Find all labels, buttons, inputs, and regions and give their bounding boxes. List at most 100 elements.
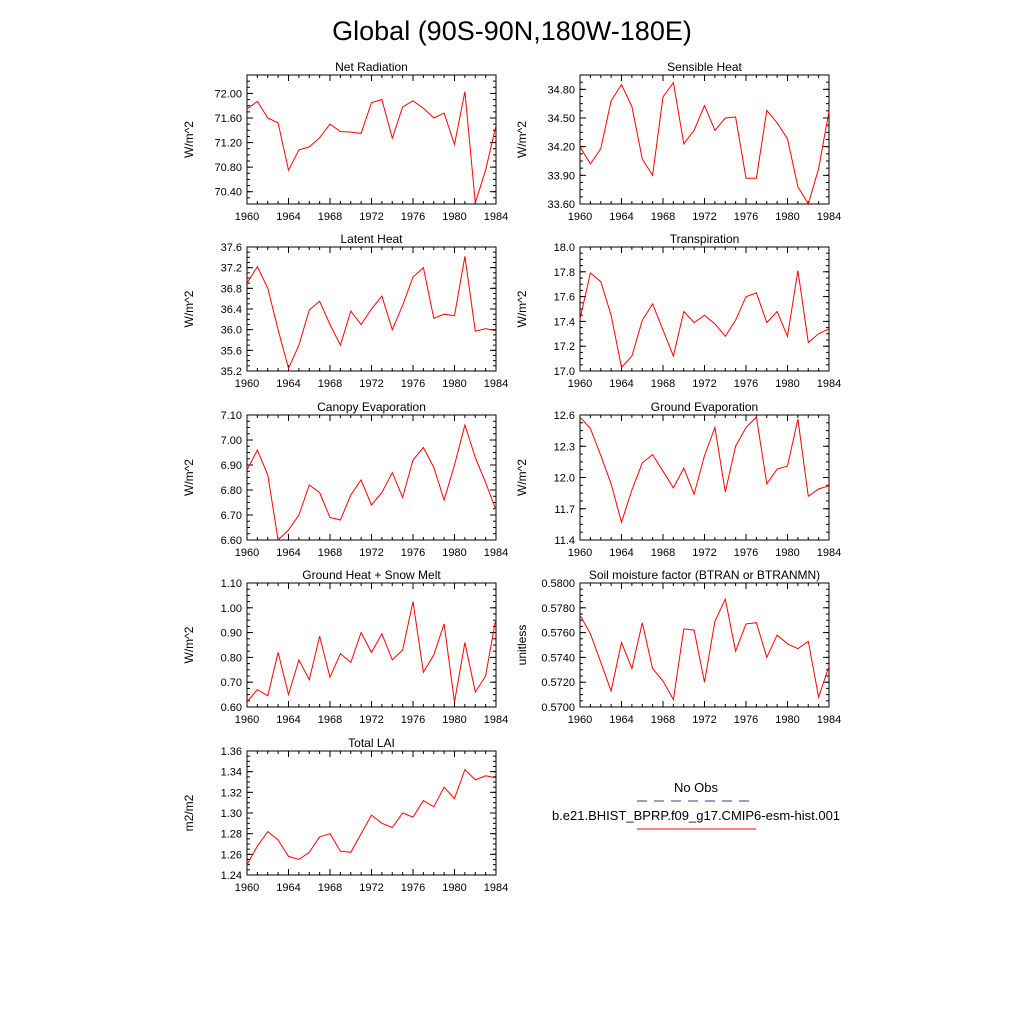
x-tick-label: 1968 <box>651 714 675 726</box>
x-tick-label: 1960 <box>235 378 259 390</box>
y-tick-label: 0.60 <box>221 702 242 714</box>
series-line <box>579 81 830 206</box>
x-tick-label: 1972 <box>359 547 383 559</box>
x-tick-label: 1984 <box>484 547 508 559</box>
chart-panel: Transpiration W/m^2 1960 1964 1968 1972 1976 19… <box>515 232 841 390</box>
y-tick-label: 17.8 <box>554 267 575 279</box>
y-tick-label: 1.26 <box>221 849 242 861</box>
y-tick-label: 18.0 <box>554 242 575 254</box>
chart-panels: Net Radiation W/m^2 1960 1964 1968 1972 1976 19… <box>182 60 841 894</box>
x-tick-label: 1984 <box>484 882 508 894</box>
x-tick-label: 1968 <box>651 378 675 390</box>
y-tick-label: 37.6 <box>221 242 242 254</box>
x-tick-label: 1976 <box>401 714 425 726</box>
chart-title: Ground Heat + Snow Melt <box>302 568 441 582</box>
y-axis-label: unitless <box>515 625 529 666</box>
y-tick-label: 0.5720 <box>541 677 575 689</box>
y-tick-label: 17.6 <box>554 292 575 304</box>
y-tick-label: 6.60 <box>221 535 242 547</box>
y-tick-label: 6.70 <box>221 510 242 522</box>
x-tick-label: 1984 <box>817 714 841 726</box>
x-tick-label: 1972 <box>692 378 716 390</box>
x-tick-label: 1972 <box>692 714 716 726</box>
x-tick-label: 1972 <box>359 714 383 726</box>
x-tick-label: 1976 <box>401 547 425 559</box>
y-tick-label: 0.5700 <box>541 702 575 714</box>
y-tick-label: 71.60 <box>214 113 242 125</box>
y-tick-label: 1.10 <box>221 578 242 590</box>
y-tick-label: 36.0 <box>221 325 242 337</box>
y-tick-label: 11.7 <box>554 504 575 516</box>
y-tick-label: 70.80 <box>214 162 242 174</box>
y-tick-label: 72.00 <box>214 88 242 100</box>
x-tick-label: 1984 <box>817 378 841 390</box>
y-tick-label: 7.10 <box>221 410 242 422</box>
x-tick-label: 1968 <box>318 547 342 559</box>
y-axis-label: m2/m2 <box>182 794 196 831</box>
x-tick-label: 1984 <box>484 378 508 390</box>
page-title: Global (90S-90N,180W-180E) <box>332 16 692 46</box>
chart-title: Total LAI <box>348 736 395 750</box>
y-axis-label: W/m^2 <box>182 626 196 663</box>
y-tick-label: 35.2 <box>221 366 242 378</box>
x-tick-label: 1960 <box>568 714 592 726</box>
x-tick-label: 1964 <box>276 882 300 894</box>
x-tick-label: 1980 <box>442 211 466 223</box>
x-tick-label: 1968 <box>651 547 675 559</box>
y-tick-label: 0.5760 <box>541 628 575 640</box>
series-line <box>246 423 497 542</box>
x-tick-label: 1960 <box>235 882 259 894</box>
x-tick-label: 1968 <box>318 211 342 223</box>
x-tick-label: 1972 <box>359 378 383 390</box>
y-tick-label: 0.90 <box>221 628 242 640</box>
chart-title: Sensible Heat <box>667 60 742 74</box>
x-tick-label: 1964 <box>609 714 633 726</box>
chart-panel: Soil moisture factor (BTRAN or BTRANMN) u… <box>515 568 841 726</box>
y-axis-label: W/m^2 <box>182 459 196 496</box>
y-axis-label: W/m^2 <box>515 290 529 327</box>
x-tick-label: 1976 <box>734 547 758 559</box>
x-tick-label: 1984 <box>484 211 508 223</box>
x-tick-label: 1976 <box>401 882 425 894</box>
chart-title: Transpiration <box>670 232 740 246</box>
chart-panel: Ground Heat + Snow Melt W/m^2 1960 1964 1968… <box>182 568 508 726</box>
x-tick-label: 1980 <box>775 714 799 726</box>
x-tick-label: 1976 <box>734 714 758 726</box>
plot-frame <box>246 750 497 876</box>
x-tick-label: 1960 <box>568 378 592 390</box>
chart-panel: Total LAI m2/m2 1960 1964 1968 1972 1976 1980 19… <box>182 736 508 894</box>
x-tick-label: 1980 <box>442 882 466 894</box>
y-tick-label: 0.70 <box>221 677 242 689</box>
chart-title: Latent Heat <box>340 232 403 246</box>
x-tick-label: 1980 <box>775 547 799 559</box>
plot-frame <box>579 414 830 541</box>
x-tick-label: 1960 <box>235 714 259 726</box>
y-tick-label: 12.6 <box>554 410 575 422</box>
y-axis-label: W/m^2 <box>515 459 529 496</box>
y-tick-label: 35.6 <box>221 345 242 357</box>
x-tick-label: 1968 <box>318 714 342 726</box>
x-tick-label: 1964 <box>609 378 633 390</box>
y-axis-label: W/m^2 <box>182 290 196 327</box>
y-tick-label: 1.28 <box>221 829 242 841</box>
x-tick-label: 1980 <box>442 378 466 390</box>
y-tick-label: 17.2 <box>554 341 575 353</box>
y-tick-label: 1.00 <box>221 603 242 615</box>
series-line <box>246 768 497 865</box>
legend-model-label: b.e21.BHIST_BPRP.f09_g17.CMIP6-esm-hist.… <box>552 808 840 823</box>
y-tick-label: 36.4 <box>221 304 242 316</box>
y-tick-label: 0.5740 <box>541 652 575 664</box>
x-tick-label: 1976 <box>734 211 758 223</box>
x-tick-label: 1972 <box>359 882 383 894</box>
x-tick-label: 1980 <box>442 547 466 559</box>
x-tick-label: 1960 <box>568 211 592 223</box>
legend: No Obs b.e21.BHIST_BPRP.f09_g17.CMIP6-es… <box>552 780 840 830</box>
x-tick-label: 1976 <box>401 378 425 390</box>
plot-frame <box>579 74 830 205</box>
y-tick-label: 1.34 <box>221 767 242 779</box>
y-tick-label: 33.60 <box>547 199 575 211</box>
x-tick-label: 1968 <box>651 211 675 223</box>
chart-title: Ground Evaporation <box>651 400 758 414</box>
x-tick-label: 1980 <box>442 714 466 726</box>
